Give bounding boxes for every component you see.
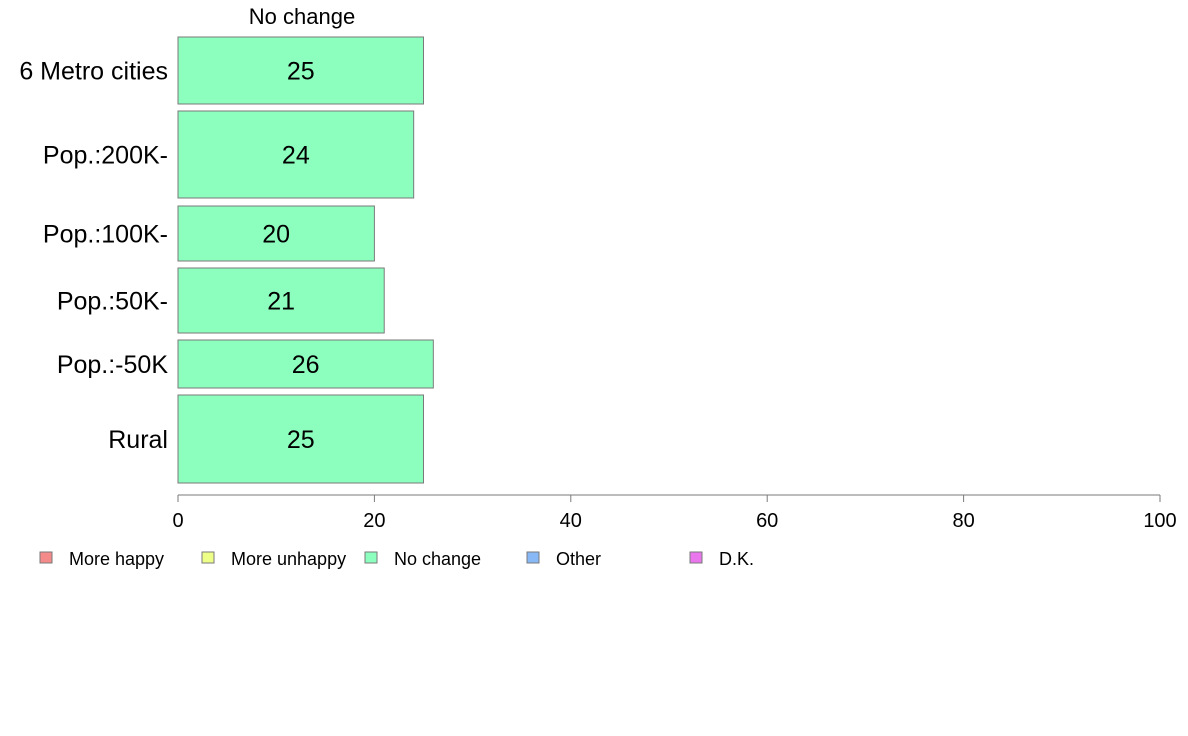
- legend-label: More unhappy: [231, 549, 346, 569]
- legend-swatch: [526, 551, 540, 564]
- x-tick-label: 40: [560, 510, 582, 532]
- x-tick-label: 0: [172, 510, 183, 532]
- bar-value-label: 25: [287, 58, 315, 86]
- legend-swatch: [364, 551, 378, 564]
- x-tick-label: 80: [952, 510, 974, 532]
- chart-title: No change: [249, 4, 355, 29]
- category-label: Pop.:-50K: [57, 351, 169, 379]
- category-label: Pop.:200K-: [43, 142, 168, 170]
- legend-label: Other: [556, 549, 601, 569]
- category-label: Pop.:50K-: [57, 288, 168, 316]
- category-label: Pop.:100K-: [43, 221, 168, 249]
- bar: [177, 394, 424, 484]
- bar: [177, 267, 385, 334]
- bar: [177, 36, 424, 105]
- x-tick-label: 60: [756, 510, 778, 532]
- legend-label: No change: [394, 549, 481, 569]
- legend-swatch: [201, 551, 215, 564]
- x-tick-label: 20: [363, 510, 385, 532]
- bar-value-label: 24: [282, 142, 310, 170]
- category-label: 6 Metro cities: [19, 58, 168, 86]
- legend-swatch: [39, 551, 53, 564]
- x-tick-label: 100: [1143, 510, 1176, 532]
- bar: [177, 110, 415, 199]
- category-label: Rural: [108, 426, 168, 454]
- legend-label: More happy: [69, 549, 164, 569]
- bar: [177, 339, 434, 389]
- bar-value-label: 21: [267, 288, 295, 316]
- bar-value-label: 20: [262, 221, 290, 249]
- bar-value-label: 25: [287, 426, 315, 454]
- legend-swatch: [689, 551, 703, 564]
- bar-value-label: 26: [292, 351, 320, 379]
- bar: [177, 205, 375, 262]
- legend-label: D.K.: [719, 549, 754, 569]
